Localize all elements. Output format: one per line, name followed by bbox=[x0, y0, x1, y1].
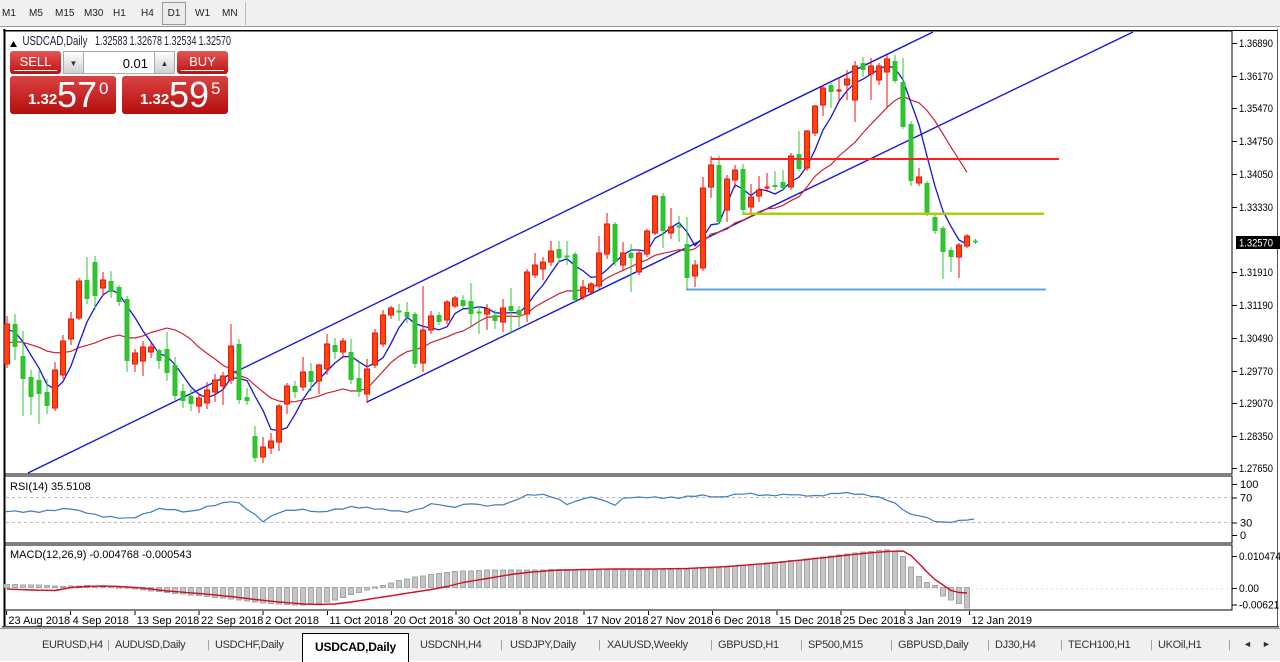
svg-text:USDCAD,Daily: USDCAD,Daily bbox=[23, 34, 89, 48]
svg-text:1.32570: 1.32570 bbox=[1239, 238, 1273, 250]
svg-text:1.31190: 1.31190 bbox=[1239, 300, 1273, 312]
svg-text:15 Dec 2018: 15 Dec 2018 bbox=[779, 615, 841, 627]
svg-text:30 Oct 2018: 30 Oct 2018 bbox=[458, 615, 518, 627]
svg-text:1.29770: 1.29770 bbox=[1239, 366, 1273, 378]
svg-text:17 Nov 2018: 17 Nov 2018 bbox=[586, 615, 648, 627]
svg-text:2 Oct 2018: 2 Oct 2018 bbox=[265, 615, 319, 627]
svg-text:1.35470: 1.35470 bbox=[1239, 103, 1273, 115]
svg-text:25 Dec 2018: 25 Dec 2018 bbox=[843, 615, 905, 627]
svg-text:0.00: 0.00 bbox=[1239, 583, 1259, 595]
svg-text:100: 100 bbox=[1240, 479, 1258, 491]
svg-text:1.36890: 1.36890 bbox=[1239, 38, 1273, 50]
svg-text:1.32534: 1.32534 bbox=[164, 34, 197, 48]
svg-text:27 Nov 2018: 27 Nov 2018 bbox=[650, 615, 712, 627]
svg-text:1.28350: 1.28350 bbox=[1239, 431, 1273, 443]
svg-text:1.32583: 1.32583 bbox=[95, 34, 128, 48]
svg-text:6 Dec 2018: 6 Dec 2018 bbox=[715, 615, 771, 627]
svg-text:0: 0 bbox=[1240, 530, 1246, 542]
svg-text:1.34750: 1.34750 bbox=[1239, 136, 1273, 148]
svg-text:MACD(12,26,9) -0.004768 -0.000: MACD(12,26,9) -0.004768 -0.000543 bbox=[10, 549, 192, 561]
svg-text:8 Nov 2018: 8 Nov 2018 bbox=[522, 615, 578, 627]
svg-text:22 Sep 2018: 22 Sep 2018 bbox=[201, 615, 263, 627]
svg-text:13 Sep 2018: 13 Sep 2018 bbox=[137, 615, 199, 627]
svg-text:-0.006218: -0.006218 bbox=[1239, 600, 1280, 612]
svg-text:1.30490: 1.30490 bbox=[1239, 333, 1273, 345]
svg-text:4 Sep 2018: 4 Sep 2018 bbox=[73, 615, 129, 627]
svg-text:20 Oct 2018: 20 Oct 2018 bbox=[394, 615, 454, 627]
svg-text:23 Aug 2018: 23 Aug 2018 bbox=[8, 615, 70, 627]
svg-text:1.32570: 1.32570 bbox=[199, 34, 232, 48]
svg-text:1.33330: 1.33330 bbox=[1239, 202, 1273, 214]
svg-text:1.34050: 1.34050 bbox=[1239, 169, 1273, 181]
svg-text:1.31910: 1.31910 bbox=[1239, 267, 1273, 279]
svg-text:RSI(14) 35.5108: RSI(14) 35.5108 bbox=[10, 481, 91, 493]
svg-text:12 Jan 2019: 12 Jan 2019 bbox=[971, 615, 1032, 627]
svg-text:11 Oct 2018: 11 Oct 2018 bbox=[329, 615, 388, 627]
svg-text:1.36170: 1.36170 bbox=[1239, 71, 1273, 83]
svg-text:1.32678: 1.32678 bbox=[130, 34, 163, 48]
svg-text:30: 30 bbox=[1240, 518, 1252, 530]
svg-text:0.010474: 0.010474 bbox=[1239, 551, 1280, 563]
svg-text:1.27650: 1.27650 bbox=[1239, 463, 1273, 475]
svg-text:1.29070: 1.29070 bbox=[1239, 398, 1273, 410]
svg-text:70: 70 bbox=[1240, 493, 1252, 505]
svg-text:3 Jan 2019: 3 Jan 2019 bbox=[907, 615, 961, 627]
